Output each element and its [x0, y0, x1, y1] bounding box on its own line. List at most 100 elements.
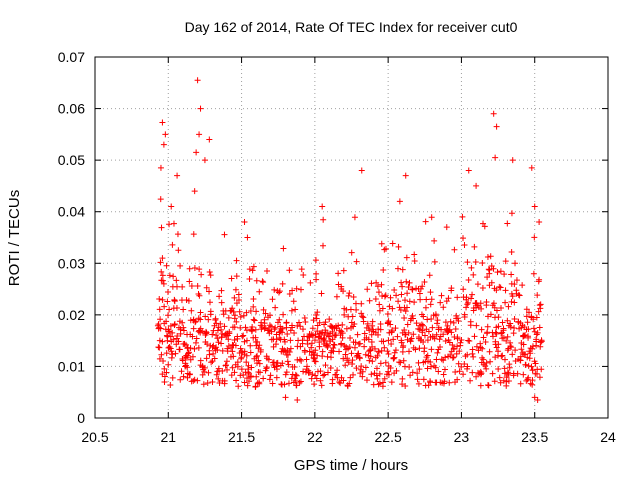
data-point [197, 309, 204, 316]
data-point [323, 341, 330, 348]
data-point [373, 365, 380, 372]
data-point [308, 375, 315, 382]
data-point [299, 326, 306, 333]
data-point [485, 382, 492, 389]
data-point [393, 292, 400, 299]
data-point [401, 326, 408, 333]
data-point [345, 292, 352, 299]
data-point [490, 110, 497, 117]
data-point [215, 339, 222, 346]
data-point [241, 379, 248, 386]
data-point [411, 299, 418, 306]
data-point [385, 368, 392, 375]
data-point [312, 347, 319, 354]
data-point [531, 394, 538, 401]
chart-title: Day 162 of 2014, Rate Of TEC Index for r… [185, 19, 518, 35]
data-point [369, 322, 376, 329]
data-point [511, 324, 518, 331]
x-tick-label: 21.5 [228, 429, 255, 445]
data-point [206, 269, 213, 276]
data-point [512, 260, 519, 267]
data-point [168, 203, 175, 210]
data-point [193, 149, 200, 156]
data-point [517, 380, 524, 387]
data-point [206, 347, 213, 354]
data-point [294, 396, 301, 403]
data-point [356, 354, 363, 361]
data-point [524, 376, 531, 383]
data-point [522, 331, 529, 338]
data-point [174, 333, 181, 340]
data-point [250, 295, 257, 302]
data-point [394, 265, 401, 272]
data-point [311, 355, 318, 362]
data-point [234, 335, 241, 342]
data-point [500, 334, 507, 341]
data-point [464, 351, 471, 358]
data-point [331, 342, 338, 349]
data-point [524, 354, 531, 361]
data-point [458, 363, 465, 370]
data-point [185, 350, 192, 357]
data-point [161, 303, 168, 310]
data-point [197, 316, 204, 323]
data-point [231, 315, 238, 322]
data-point [451, 246, 458, 253]
data-point [535, 308, 542, 315]
data-point [292, 306, 299, 313]
data-point [502, 258, 509, 265]
data-point [491, 378, 498, 385]
data-point [378, 347, 385, 354]
data-point [288, 307, 295, 314]
data-point [324, 342, 331, 349]
data-point [192, 318, 199, 325]
data-point [358, 363, 365, 370]
data-point [486, 348, 493, 355]
data-point [286, 290, 293, 297]
data-point [297, 323, 304, 330]
data-point [287, 345, 294, 352]
data-point [159, 272, 166, 279]
data-point [200, 381, 207, 388]
data-point [428, 346, 435, 353]
y-tick-label: 0.07 [58, 49, 85, 65]
data-point [360, 318, 367, 325]
data-point [225, 336, 232, 343]
data-point [395, 243, 402, 250]
data-point [364, 286, 371, 293]
data-point [382, 292, 389, 299]
data-point [215, 375, 222, 382]
data-point [163, 262, 170, 269]
data-point [237, 313, 244, 320]
data-point [213, 344, 220, 351]
data-points [154, 77, 545, 403]
data-point [359, 368, 366, 375]
data-point [477, 340, 484, 347]
data-point [512, 347, 519, 354]
data-point [414, 370, 421, 377]
data-point [536, 324, 543, 331]
data-point [196, 131, 203, 138]
data-point [387, 364, 394, 371]
data-point [172, 350, 179, 357]
data-point [352, 300, 359, 307]
data-point [171, 298, 178, 305]
data-point [482, 339, 489, 346]
data-point [387, 321, 394, 328]
data-point [447, 351, 454, 358]
data-point [372, 295, 379, 302]
data-point [496, 283, 503, 290]
data-point [257, 369, 264, 376]
data-point [508, 271, 515, 278]
data-point [313, 315, 320, 322]
axis-ticks: 20.5 21 21.5 22 22.5 23 23.5 24 0 0.01 0.02 0.03 0.0… [58, 49, 616, 445]
data-point [157, 196, 164, 203]
data-point [334, 367, 341, 374]
data-point [380, 338, 387, 345]
data-point [177, 262, 184, 269]
y-tick-label: 0 [77, 410, 85, 426]
data-point [385, 318, 392, 325]
data-point [292, 371, 299, 378]
data-point [482, 363, 489, 370]
data-point [387, 294, 394, 301]
